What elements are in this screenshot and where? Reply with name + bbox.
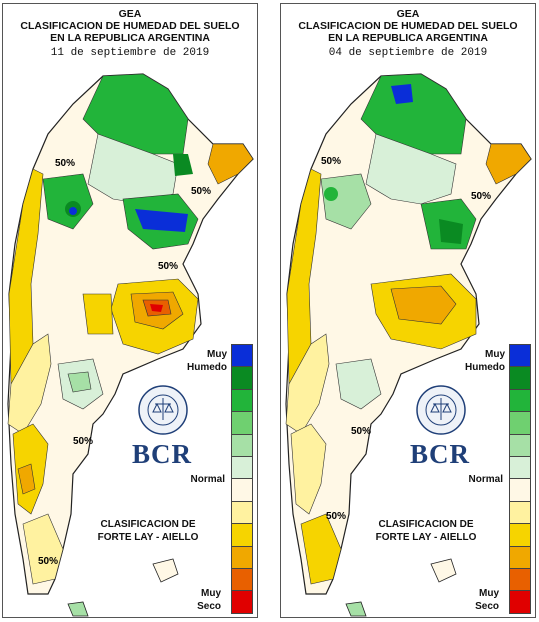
moisture-color-scale (231, 344, 253, 614)
panel-title-line-3: EN LA REPUBLICA ARGENTINA (50, 32, 210, 44)
contour-label: 50% (55, 158, 75, 169)
classification-line-2: FORTE LAY - AIELLO (97, 532, 199, 543)
panel-title-line-1: GEA (396, 8, 420, 20)
contour-label: 50% (351, 426, 371, 437)
classification-line-2: FORTE LAY - AIELLO (375, 532, 477, 543)
panel-title-line-2: CLASIFICACION DE HUMEDAD DEL SUELO (298, 20, 518, 32)
legend-muy-seco-line-2: Seco (197, 601, 221, 612)
map-panel-right: GEA CLASIFICACION DE HUMEDAD DEL SUELO E… (280, 3, 536, 618)
legend-normal: Normal (468, 474, 503, 485)
panel-title-line-3: EN LA REPUBLICA ARGENTINA (328, 32, 488, 44)
contour-label: 50% (321, 156, 341, 167)
legend-muy-humedo-line-1: Muy (485, 349, 505, 360)
argentina-soil-moisture-map: 50% 50% 50% 50% (285, 73, 532, 617)
contour-label: 50% (73, 436, 93, 447)
bcr-logo-text: BCR (131, 439, 192, 469)
contour-label: 50% (191, 186, 211, 197)
contour-label: 50% (471, 191, 491, 202)
panel-date: 11 de septiembre de 2019 (50, 47, 210, 59)
legend-muy-seco-line-2: Seco (475, 601, 499, 612)
panel-title-line-2: CLASIFICACION DE HUMEDAD DEL SUELO (20, 20, 240, 32)
moisture-color-scale (509, 344, 531, 614)
panel-title-line-1: GEA (118, 8, 142, 20)
legend-normal: Normal (190, 474, 225, 485)
classification-line-1: CLASIFICACION DE (100, 519, 196, 530)
bcr-seal-logo (416, 385, 466, 435)
contour-label: 50% (326, 511, 346, 522)
bcr-seal-logo (138, 385, 188, 435)
panel-date: 04 de septiembre de 2019 (328, 47, 488, 59)
contour-label: 50% (158, 261, 178, 272)
legend-muy-seco-line-1: Muy (201, 588, 221, 599)
classification-line-1: CLASIFICACION DE (378, 519, 474, 530)
argentina-soil-moisture-map: 50% 50% 50% 50% 50% (7, 73, 254, 617)
map-panel-left: GEA CLASIFICACION DE HUMEDAD DEL SUELO E… (2, 3, 258, 618)
contour-label: 50% (38, 556, 58, 567)
legend-muy-humedo-line-2: Humedo (465, 362, 505, 373)
legend-muy-humedo-line-2: Humedo (187, 362, 227, 373)
legend-muy-seco-line-1: Muy (479, 588, 499, 599)
bcr-logo-text: BCR (409, 439, 470, 469)
legend-muy-humedo-line-1: Muy (207, 349, 227, 360)
